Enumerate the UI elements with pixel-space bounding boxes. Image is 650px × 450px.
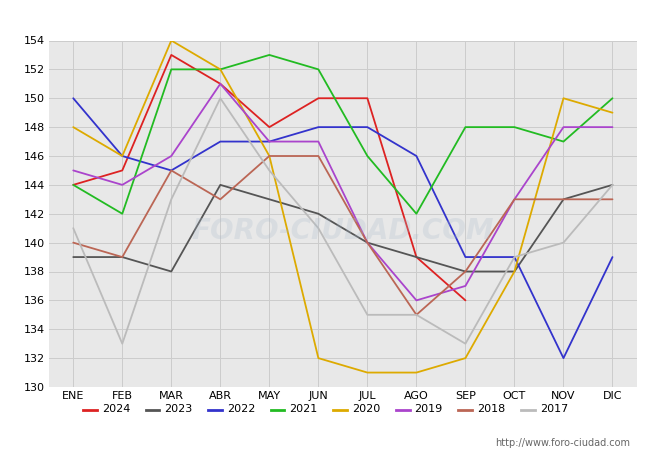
Text: 2018: 2018 <box>477 405 506 414</box>
Text: 2022: 2022 <box>227 405 255 414</box>
Text: 2021: 2021 <box>289 405 318 414</box>
Text: http://www.foro-ciudad.com: http://www.foro-ciudad.com <box>495 438 630 448</box>
Text: FORO-CIUDAD.COM: FORO-CIUDAD.COM <box>192 217 494 245</box>
Text: 2020: 2020 <box>352 405 380 414</box>
Text: 2017: 2017 <box>540 405 568 414</box>
Text: Afiliados en Godall a 30/9/2024: Afiliados en Godall a 30/9/2024 <box>172 11 478 30</box>
Text: 2024: 2024 <box>102 405 130 414</box>
Text: 2019: 2019 <box>415 405 443 414</box>
Text: 2023: 2023 <box>164 405 192 414</box>
